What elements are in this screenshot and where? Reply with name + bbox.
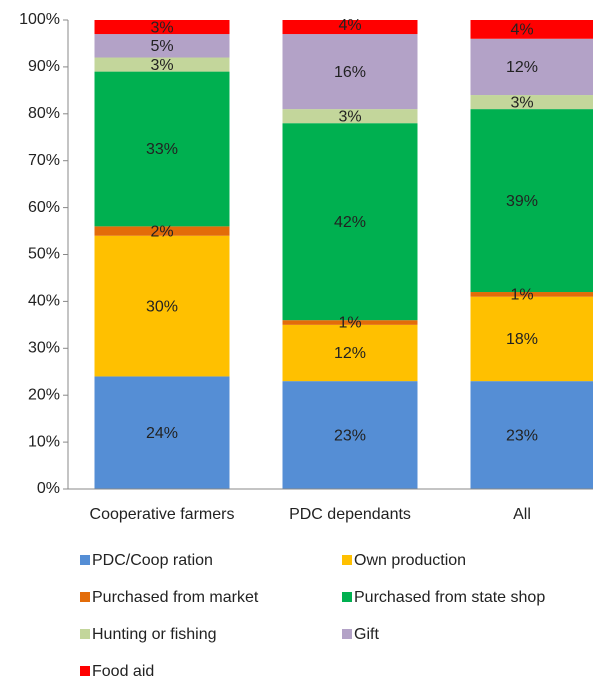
value-label: 3% <box>150 57 173 74</box>
y-tick-label: 0% <box>37 480 60 497</box>
bar-segment <box>94 235 230 377</box>
y-tick-label: 10% <box>28 433 60 450</box>
y-tick-label: 70% <box>28 152 60 169</box>
legend-swatch <box>342 555 352 565</box>
bar-segment <box>94 57 230 72</box>
bar-segment <box>470 20 593 39</box>
value-label: 23% <box>334 427 366 444</box>
legend-label: Gift <box>354 626 379 643</box>
bar-segment <box>282 320 418 325</box>
value-label: 33% <box>146 141 178 158</box>
value-label: 30% <box>146 298 178 315</box>
legend-label: Purchased from state shop <box>354 589 545 606</box>
legend-swatch <box>80 555 90 565</box>
legend-label: Own production <box>354 552 466 569</box>
value-label: 4% <box>338 17 361 34</box>
bar-segment <box>94 226 230 236</box>
bar-segment <box>470 292 593 297</box>
value-label: 18% <box>506 331 538 348</box>
legend-label: Purchased from market <box>92 589 259 606</box>
plot-area <box>94 20 593 489</box>
y-tick-label: 30% <box>28 340 60 357</box>
bar-segment <box>94 20 230 35</box>
bar-segment <box>282 324 418 382</box>
value-label: 1% <box>510 287 533 304</box>
y-tick-label: 90% <box>28 58 60 75</box>
value-label: 3% <box>338 108 361 125</box>
bar-segment <box>282 381 418 489</box>
legend-swatch <box>80 666 90 676</box>
value-label: 42% <box>334 214 366 231</box>
bar-segment <box>282 20 418 35</box>
bar-segment <box>470 95 593 110</box>
legend-swatch <box>80 592 90 602</box>
bar-segment <box>470 296 593 382</box>
value-label: 12% <box>506 59 538 76</box>
bar-segment <box>470 109 593 293</box>
y-tick-label: 60% <box>28 199 60 216</box>
value-label: 4% <box>510 22 533 39</box>
x-tick-label: All <box>513 506 531 523</box>
value-label: 3% <box>510 94 533 111</box>
bar-segment <box>470 38 593 96</box>
legend-label: PDC/Coop ration <box>92 552 213 569</box>
bar-segment <box>282 34 418 110</box>
x-tick-label: Cooperative farmers <box>90 506 235 523</box>
value-label: 16% <box>334 64 366 81</box>
y-tick-label: 80% <box>28 105 60 122</box>
legend-swatch <box>80 629 90 639</box>
value-label: 1% <box>338 315 361 332</box>
y-tick-label: 50% <box>28 246 60 263</box>
y-tick-label: 20% <box>28 386 60 403</box>
legend-label: Food aid <box>92 663 154 678</box>
value-label: 3% <box>150 19 173 36</box>
x-tick-label: PDC dependants <box>289 506 411 523</box>
legend-swatch <box>342 592 352 602</box>
bar-segment <box>94 34 230 58</box>
value-label: 2% <box>150 223 173 240</box>
bar-segment <box>470 381 593 489</box>
value-label: 12% <box>334 345 366 362</box>
bar-segment <box>94 71 230 227</box>
value-label: 39% <box>506 193 538 210</box>
y-tick-label: 100% <box>19 11 60 28</box>
bar-segment <box>282 123 418 321</box>
value-label: 5% <box>150 38 173 55</box>
value-label: 23% <box>506 427 538 444</box>
y-tick-label: 40% <box>28 293 60 310</box>
legend-label: Hunting or fishing <box>92 626 217 643</box>
bar-segment <box>282 109 418 124</box>
value-label: 24% <box>146 425 178 442</box>
bar-segment <box>94 376 230 489</box>
legend-swatch <box>342 629 352 639</box>
